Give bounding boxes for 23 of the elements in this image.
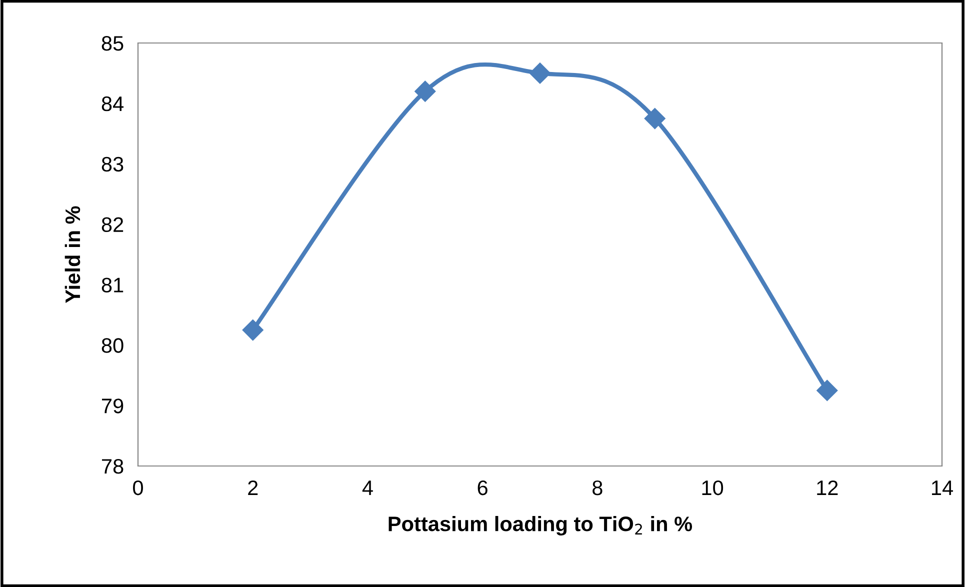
y-tick-label: 79 (102, 398, 124, 414)
y-tick-label: 83 (102, 156, 124, 172)
point (529, 62, 551, 84)
y-tick-label: 80 (102, 338, 124, 353)
x-tick-label: 0 (133, 480, 143, 496)
x-tick-label: 8 (592, 480, 602, 496)
x-tick-label: 12 (817, 480, 838, 495)
point (644, 108, 666, 130)
x-tick-label: 4 (362, 480, 373, 495)
x-tick-label: 2 (248, 480, 258, 495)
y-tick-label: 85 (102, 36, 124, 51)
y-tick-label: 78 (102, 459, 124, 474)
y-axis-title: Yield in % (64, 206, 80, 303)
x-tick-label: 6 (478, 480, 488, 496)
y-tick-label: 82 (102, 217, 124, 232)
x-tick-label: 10 (702, 480, 724, 496)
point (414, 80, 436, 102)
point (816, 380, 838, 401)
y-tick-label: 81 (102, 278, 124, 292)
point (242, 320, 264, 341)
x-tick-label: 14 (932, 480, 953, 495)
x-axis-title: Pottasium loading to TiO$_{2}$ in % (388, 516, 692, 536)
y-tick-label: 84 (102, 96, 124, 112)
